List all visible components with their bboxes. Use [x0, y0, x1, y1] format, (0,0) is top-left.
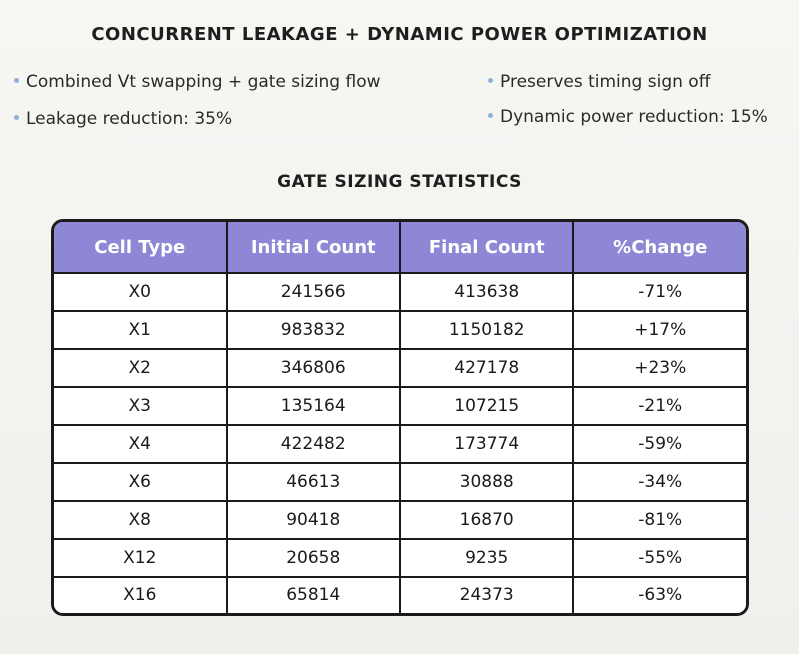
cell-final-count: 173774 [399, 424, 575, 464]
table-row: X3 135164 107215 -21% [54, 386, 746, 426]
cell-cell-type: X1 [54, 310, 228, 350]
bullet-dot-icon [488, 112, 493, 118]
bullet-vt-swapping: Combined Vt swapping + gate sizing flow [14, 72, 381, 92]
bullet-dot-icon [488, 77, 493, 83]
bullet-timing: Preserves timing sign off [488, 72, 710, 92]
cell-cell-type: X2 [54, 348, 228, 388]
header-change: %Change [573, 222, 746, 274]
cell-final-count: 1150182 [399, 310, 575, 350]
header-initial-count: Initial Count [226, 222, 401, 274]
cell-change: -71% [573, 273, 746, 312]
cell-initial-count: 20658 [226, 538, 401, 578]
table-row: X2 346806 427178 +23% [54, 348, 746, 388]
cell-initial-count: 65814 [226, 576, 401, 613]
table-row: X1 983832 1150182 +17% [54, 310, 746, 350]
cell-change: -34% [573, 462, 746, 502]
cell-final-count: 107215 [399, 386, 575, 426]
bullet-leakage: Leakage reduction: 35% [14, 109, 232, 129]
cell-change: -21% [573, 386, 746, 426]
cell-cell-type: X4 [54, 424, 228, 464]
cell-cell-type: X6 [54, 462, 228, 502]
cell-cell-type: X8 [54, 500, 228, 540]
cell-cell-type: X16 [54, 576, 228, 613]
cell-change: -59% [573, 424, 746, 464]
table-row: X12 20658 9235 -55% [54, 538, 746, 578]
cell-final-count: 16870 [399, 500, 575, 540]
table-row: X0 241566 413638 -71% [54, 273, 746, 312]
cell-final-count: 30888 [399, 462, 575, 502]
cell-change: -81% [573, 500, 746, 540]
cell-initial-count: 90418 [226, 500, 401, 540]
table-row: X16 65814 24373 -63% [54, 576, 746, 613]
cell-initial-count: 46613 [226, 462, 401, 502]
table-title: GATE SIZING STATISTICS [277, 172, 522, 192]
cell-initial-count: 241566 [226, 273, 401, 312]
bullet-text: Leakage reduction: 35% [26, 109, 233, 129]
cell-final-count: 24373 [399, 576, 575, 613]
cell-change: -63% [573, 576, 746, 613]
cell-final-count: 9235 [399, 538, 575, 578]
bullet-text: Preserves timing sign off [500, 72, 711, 92]
cell-cell-type: X12 [54, 538, 228, 578]
bullet-text: Combined Vt swapping + gate sizing flow [26, 72, 381, 92]
cell-initial-count: 346806 [226, 348, 401, 388]
slide-title: CONCURRENT LEAKAGE + DYNAMIC POWER OPTIM… [91, 24, 708, 45]
stats-table: Cell Type Initial Count Final Count %Cha… [54, 222, 746, 613]
bullet-dot-icon [14, 114, 19, 120]
table-row: X6 46613 30888 -34% [54, 462, 746, 502]
cell-initial-count: 422482 [226, 424, 401, 464]
cell-initial-count: 983832 [226, 310, 401, 350]
table-row: X4 422482 173774 -59% [54, 424, 746, 464]
table-row: X8 90418 16870 -81% [54, 500, 746, 540]
cell-change: -55% [573, 538, 746, 578]
bullet-text: Dynamic power reduction: 15% [500, 107, 768, 127]
cell-change: +17% [573, 310, 746, 350]
cell-final-count: 427178 [399, 348, 575, 388]
cell-change: +23% [573, 348, 746, 388]
bullet-dot-icon [14, 77, 19, 83]
cell-initial-count: 135164 [226, 386, 401, 426]
header-final-count: Final Count [399, 222, 575, 274]
header-cell-type: Cell Type [54, 222, 228, 274]
gate-sizing-table: Cell Type Initial Count Final Count %Cha… [51, 219, 749, 616]
cell-final-count: 413638 [399, 273, 575, 312]
table-header-row: Cell Type Initial Count Final Count %Cha… [54, 222, 746, 274]
bullet-dynamic-power: Dynamic power reduction: 15% [488, 107, 768, 127]
cell-cell-type: X3 [54, 386, 228, 426]
cell-cell-type: X0 [54, 273, 228, 312]
